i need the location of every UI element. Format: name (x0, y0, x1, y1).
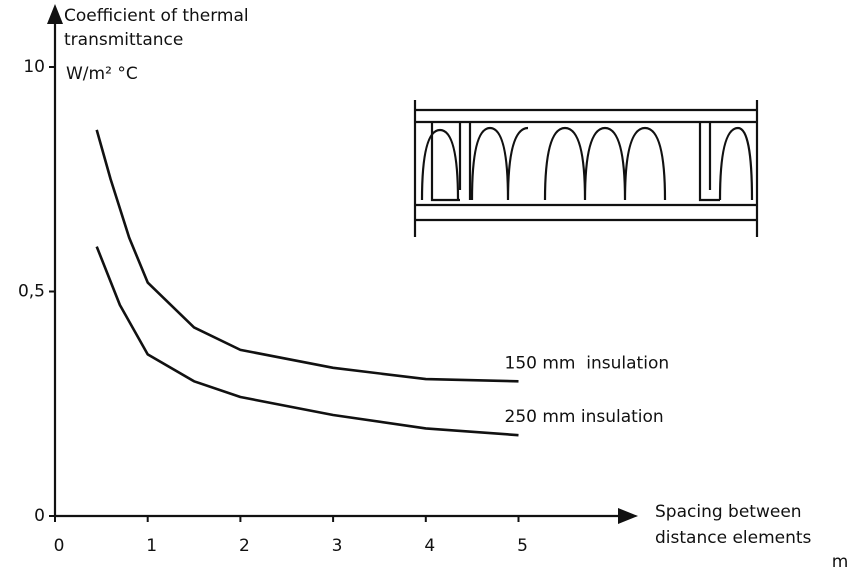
y-tick-label: 0,5 (18, 282, 45, 302)
x-tick-label: 0 (54, 536, 65, 556)
series-label: 150 mm insulation (505, 353, 670, 373)
line (95, 246, 519, 437)
y-axis-label: transmittance (64, 30, 183, 50)
y-arrow (47, 4, 63, 24)
y-tick-label: 0 (34, 506, 45, 526)
x-tick-label: 5 (517, 536, 528, 556)
y-axis-label: W/m² °C (66, 64, 138, 84)
x-tick-label: 4 (424, 536, 435, 556)
y-tick-label: 10 (23, 57, 45, 77)
construction-diagram (413, 100, 759, 237)
x-axis-label: distance elements (655, 528, 812, 548)
x-tick-label: 1 (146, 536, 157, 556)
x-tick-label: 2 (239, 536, 250, 556)
x-tick-label: 3 (332, 536, 343, 556)
x-axis-label: Spacing between (655, 502, 802, 522)
y-axis-label: Coefficient of thermal (64, 6, 249, 26)
x-axis-label: m (832, 552, 849, 568)
line (95, 129, 519, 383)
x-arrow (618, 508, 638, 524)
axes (47, 4, 638, 524)
series-label: 250 mm insulation (505, 407, 664, 427)
